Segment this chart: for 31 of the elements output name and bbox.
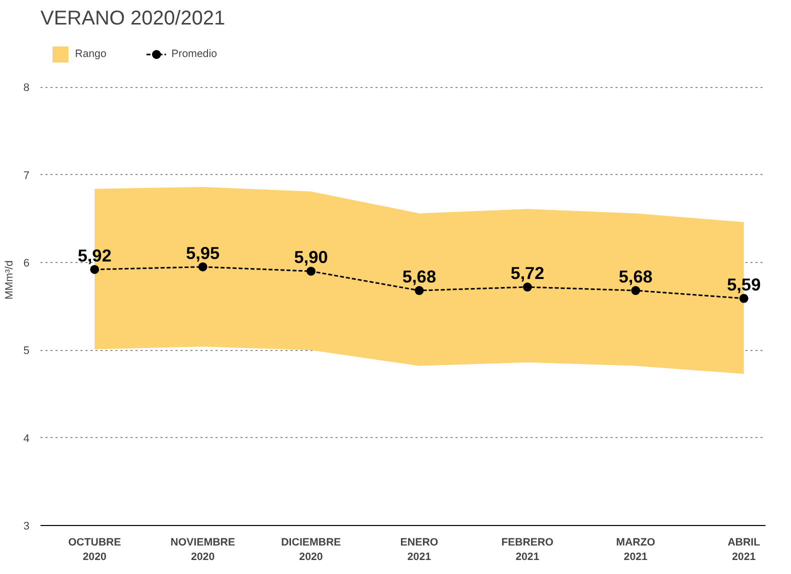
y-tick-label: 3	[23, 520, 30, 532]
data-label: 5,68	[618, 266, 653, 287]
data-label: 5,92	[78, 245, 112, 266]
data-label: 5,68	[402, 266, 436, 287]
x-tick-label: ABRIL 2021	[728, 536, 761, 563]
x-tick-label: ENERO 2021	[400, 536, 438, 563]
x-tick-label: DICIEMBRE 2020	[281, 536, 341, 563]
point	[739, 294, 748, 303]
point	[306, 266, 316, 276]
x-tick-label: MARZO 2021	[616, 536, 656, 563]
point	[198, 262, 208, 272]
x-tick-label: FEBRERO 2021	[501, 536, 554, 563]
data-label: 5,95	[186, 242, 220, 263]
x-tick-label: NOVIEMBRE 2020	[170, 536, 236, 563]
chart-title: VERANO 2020/2021	[40, 8, 226, 30]
point	[414, 286, 424, 296]
y-tick-label: 6	[23, 257, 30, 270]
y-tick-label: 7	[23, 170, 30, 182]
y-tick-label: 4	[23, 432, 30, 445]
y-tick-label: 5	[23, 345, 30, 358]
data-label: 5,72	[510, 263, 544, 284]
data-label: 5,90	[294, 247, 328, 268]
legend-label: Promedio	[171, 48, 218, 60]
point	[90, 264, 100, 274]
x-tick-label: OCTUBRE 2020	[68, 536, 121, 563]
point	[522, 282, 532, 292]
data-label: 5,59	[726, 274, 761, 294]
point	[631, 286, 640, 296]
y-axis-title: MMm³/d	[3, 260, 16, 300]
y-tick-label: 8	[23, 82, 30, 94]
legend-label: Rango	[75, 48, 106, 60]
